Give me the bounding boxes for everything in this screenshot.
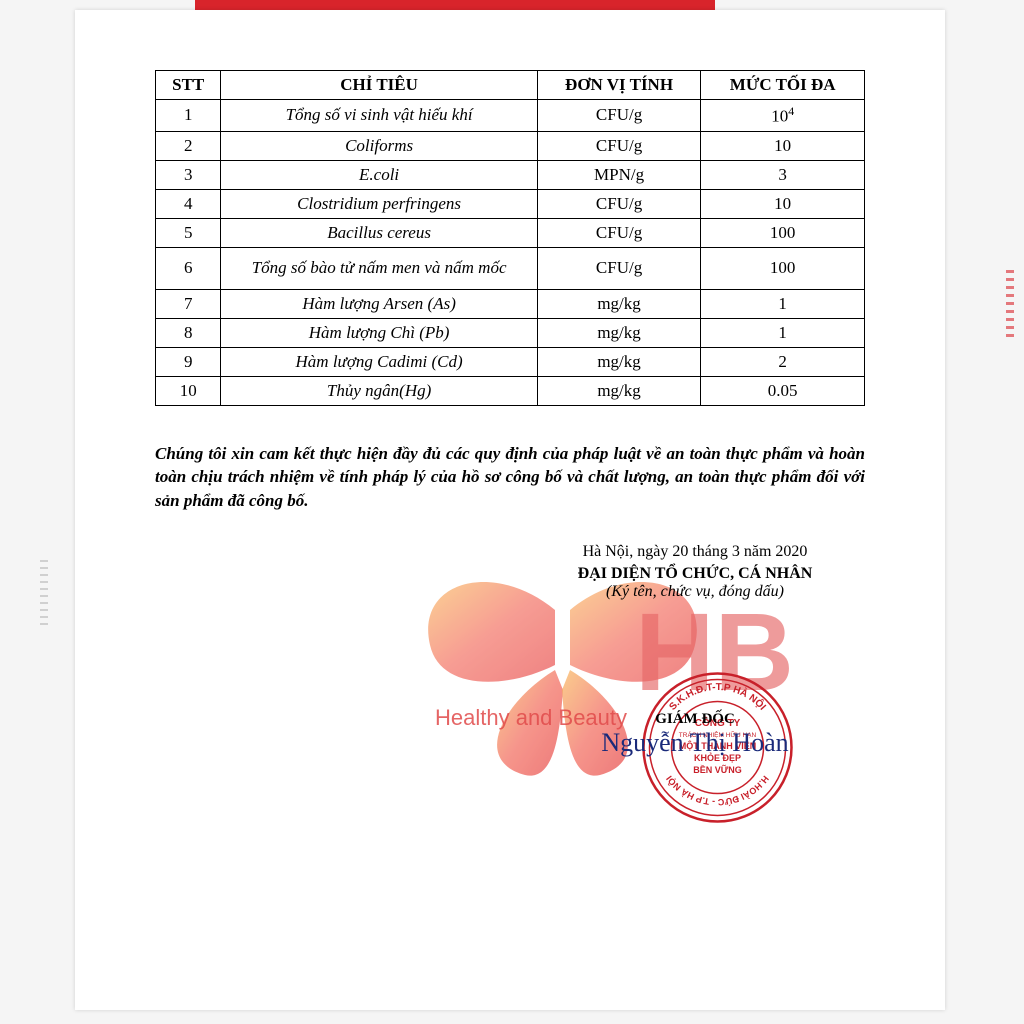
cell-chitieu: E.coli (221, 160, 537, 189)
table-row: 9Hàm lượng Cadimi (Cd)mg/kg2 (156, 347, 865, 376)
cell-chitieu: Bacillus cereus (221, 218, 537, 247)
cell-max: 3 (701, 160, 865, 189)
sign-date: Hà Nội, ngày 20 tháng 3 năm 2020 (535, 543, 855, 561)
table-row: 1Tổng số vi sinh vật hiếu khíCFU/g104 (156, 100, 865, 132)
cell-stt: 2 (156, 131, 221, 160)
table-row: 7Hàm lượng Arsen (As)mg/kg1 (156, 289, 865, 318)
header-max: MỨC TỐI ĐA (701, 71, 865, 100)
cell-donvi: mg/kg (537, 318, 701, 347)
svg-text:BỀN VỮNG: BỀN VỮNG (693, 765, 741, 775)
cell-chitieu: Clostridium perfringens (221, 189, 537, 218)
sign-title: GIÁM ĐỐC (535, 711, 855, 728)
cell-stt: 1 (156, 100, 221, 132)
standards-table: STT CHỈ TIÊU ĐƠN VỊ TÍNH MỨC TỐI ĐA 1Tổn… (155, 70, 865, 406)
cell-max: 2 (701, 347, 865, 376)
cell-stt: 5 (156, 218, 221, 247)
sign-role-1: ĐẠI DIỆN TỔ CHỨC, CÁ NHÂN (535, 565, 855, 583)
cell-stt: 8 (156, 318, 221, 347)
cell-donvi: CFU/g (537, 131, 701, 160)
cell-chitieu: Tổng số bào tử nấm men và nấm mốc (221, 247, 537, 289)
cell-stt: 9 (156, 347, 221, 376)
table-row: 5Bacillus cereusCFU/g100 (156, 218, 865, 247)
cell-donvi: CFU/g (537, 189, 701, 218)
cell-max: 104 (701, 100, 865, 132)
header-chitieu: CHỈ TIÊU (221, 71, 537, 100)
cell-max: 0.05 (701, 376, 865, 405)
cell-max: 100 (701, 218, 865, 247)
cell-max: 1 (701, 289, 865, 318)
table-row: 2ColiformsCFU/g10 (156, 131, 865, 160)
sign-role-2: (Ký tên, chức vụ, đóng dấu) (535, 583, 855, 601)
table-row: 6Tổng số bào tử nấm men và nấm mốcCFU/g1… (156, 247, 865, 289)
cell-chitieu: Hàm lượng Chì (Pb) (221, 318, 537, 347)
cell-stt: 10 (156, 376, 221, 405)
cell-donvi: mg/kg (537, 376, 701, 405)
cell-chitieu: Coliforms (221, 131, 537, 160)
document-page: HB Healthy and Beauty S.K.H.Đ.T-T.P HÀ N… (75, 10, 945, 1010)
declaration-text: Chúng tôi xin cam kết thực hiện đầy đủ c… (155, 442, 865, 513)
svg-text:H.HOÀI ĐỨC - T.P HÀ NỘI: H.HOÀI ĐỨC - T.P HÀ NỘI (664, 774, 771, 808)
table-row: 3E.coliMPN/g3 (156, 160, 865, 189)
header-donvi: ĐƠN VỊ TÍNH (537, 71, 701, 100)
cell-stt: 4 (156, 189, 221, 218)
cell-max: 10 (701, 131, 865, 160)
table-row: 8Hàm lượng Chì (Pb)mg/kg1 (156, 318, 865, 347)
table-row: 10Thủy ngân(Hg)mg/kg0.05 (156, 376, 865, 405)
cell-donvi: mg/kg (537, 347, 701, 376)
cell-chitieu: Tổng số vi sinh vật hiếu khí (221, 100, 537, 132)
cell-stt: 3 (156, 160, 221, 189)
cell-donvi: mg/kg (537, 289, 701, 318)
margin-mark-right (1006, 270, 1014, 340)
cell-chitieu: Hàm lượng Cadimi (Cd) (221, 347, 537, 376)
cell-max: 10 (701, 189, 865, 218)
cell-stt: 7 (156, 289, 221, 318)
cell-stt: 6 (156, 247, 221, 289)
cell-max: 100 (701, 247, 865, 289)
cell-donvi: CFU/g (537, 247, 701, 289)
header-stt: STT (156, 71, 221, 100)
cell-chitieu: Hàm lượng Arsen (As) (221, 289, 537, 318)
cell-chitieu: Thủy ngân(Hg) (221, 376, 537, 405)
cell-donvi: CFU/g (537, 100, 701, 132)
cell-donvi: MPN/g (537, 160, 701, 189)
table-header-row: STT CHỈ TIÊU ĐƠN VỊ TÍNH MỨC TỐI ĐA (156, 71, 865, 100)
margin-mark-left (40, 560, 48, 630)
table-row: 4Clostridium perfringensCFU/g10 (156, 189, 865, 218)
cell-max: 1 (701, 318, 865, 347)
signature-block: Hà Nội, ngày 20 tháng 3 năm 2020 ĐẠI DIỆ… (535, 543, 855, 758)
red-top-border (195, 0, 715, 10)
sign-name: Nguyễn Thị Hoàn (535, 728, 855, 758)
cell-donvi: CFU/g (537, 218, 701, 247)
